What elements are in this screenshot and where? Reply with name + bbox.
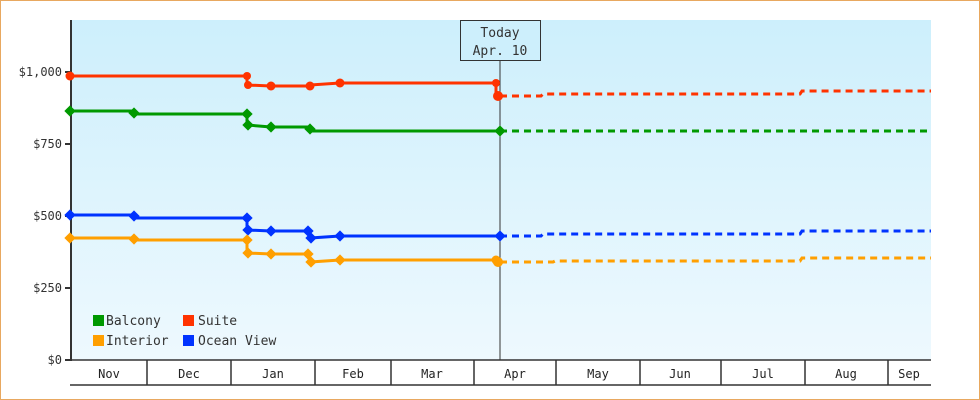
legend-swatch-interior: [93, 335, 104, 346]
today-date: Apr. 10: [473, 44, 528, 59]
month-label-apr: Apr: [504, 367, 526, 381]
today-box: [460, 20, 541, 61]
month-label-sep: Sep: [898, 367, 920, 381]
legend-label-interior: Interior: [106, 334, 169, 349]
month-label-may: May: [587, 367, 609, 381]
month-label-jun: Jun: [669, 367, 691, 381]
y-tick-label: $1,000: [19, 65, 62, 79]
month-label-jan: Jan: [262, 367, 284, 381]
series-suite: [65, 71, 931, 101]
y-tick-label: $500: [33, 209, 62, 223]
legend: Balcony Suite Interior Ocean View: [93, 314, 276, 349]
month-label-feb: Feb: [342, 367, 364, 381]
legend-swatch-balcony: [93, 315, 104, 326]
legend-label-ocean-view: Ocean View: [198, 334, 276, 349]
month-label-jul: Jul: [752, 367, 774, 381]
legend-swatch-suite: [183, 315, 194, 326]
plot-area: [71, 20, 931, 360]
y-tick-label: $750: [33, 137, 62, 151]
y-tick-label: $0: [48, 353, 62, 367]
month-label-aug: Aug: [835, 367, 857, 381]
legend-swatch-ocean-view: [183, 335, 194, 346]
month-label-nov: Nov: [98, 367, 120, 381]
series-ocean-view: [64, 209, 931, 244]
legend-label-balcony: Balcony: [106, 314, 161, 329]
legend-label-suite: Suite: [198, 314, 237, 329]
y-tick-label: $250: [33, 281, 62, 295]
today-label: Today: [480, 26, 519, 41]
month-label-mar: Mar: [421, 367, 443, 381]
series-interior: [64, 232, 931, 268]
month-label-dec: Dec: [178, 367, 200, 381]
